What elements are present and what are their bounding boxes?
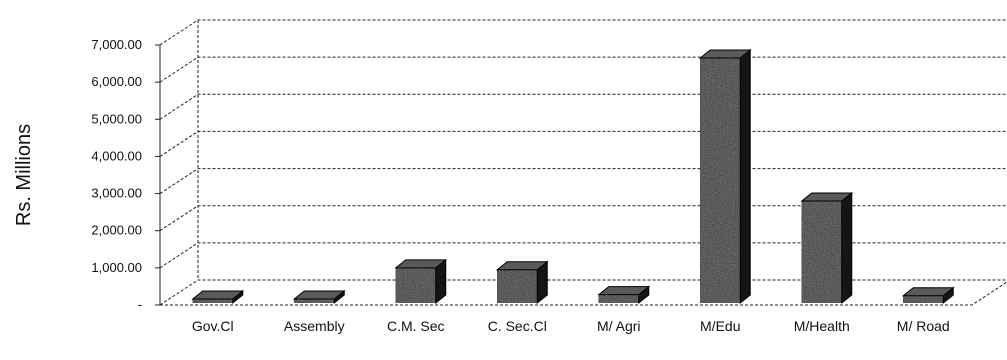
bar-front [293, 298, 335, 304]
x-category-label: Gov.Cl [192, 318, 234, 334]
y-tick-label: 3,000.00 [91, 186, 142, 201]
bar-front [902, 295, 944, 304]
x-category-label: M/Edu [700, 318, 740, 334]
bar-front [598, 294, 640, 304]
x-category-label: M/Health [794, 318, 850, 334]
x-category-label: M/ Road [897, 318, 950, 334]
y-tick-label: 7,000.00 [91, 37, 142, 52]
bar-front [699, 57, 741, 304]
bar [292, 289, 346, 305]
y-tick-label: 5,000.00 [91, 111, 142, 126]
floor-edge [160, 281, 1007, 306]
bar [800, 191, 854, 305]
gridline [159, 205, 1007, 232]
bar-top [901, 287, 955, 297]
bar-front [192, 298, 234, 304]
bar-side [841, 191, 853, 305]
x-category-label: Assembly [284, 318, 345, 334]
bar-top [698, 49, 752, 59]
bar [901, 286, 955, 305]
bar-side [739, 48, 751, 305]
bar [698, 48, 752, 305]
gridline [159, 19, 1007, 46]
bar [597, 285, 651, 305]
gridlines [159, 19, 1007, 306]
y-tick-label: 6,000.00 [91, 74, 142, 89]
x-axis-categories: Gov.Cl Assembly C.M. Sec C. Sec.Cl M/ Agri M/… [192, 318, 950, 334]
bar-top [191, 290, 245, 300]
gridline [159, 279, 1007, 306]
bar-front [395, 267, 437, 304]
x-category-label: C.M. Sec [387, 318, 445, 334]
bar-top [495, 261, 549, 271]
y-tick-label: 1,000.00 [91, 260, 142, 275]
bar [191, 289, 245, 305]
y-tick-label: 2,000.00 [91, 223, 142, 238]
bar-top [597, 286, 651, 296]
bar-front [496, 269, 538, 304]
y-tick-label: - [138, 297, 142, 312]
x-category-label: M/ Agri [597, 318, 641, 334]
gridline [159, 168, 1007, 194]
x-category-label: C. Sec.Cl [488, 318, 547, 334]
bar [495, 260, 549, 305]
y-axis-title: Rs. Millions [13, 124, 35, 226]
bar-front [801, 200, 843, 304]
y-tick-label: 4,000.00 [91, 148, 142, 163]
gridline [159, 56, 1007, 83]
bar-top [394, 259, 448, 269]
bar-top [800, 192, 854, 202]
bar-top [292, 290, 346, 300]
gridline [159, 242, 1007, 269]
y-axis-ticks: - 1,000.00 2,000.00 3,000.00 4,000.00 5,000.0… [91, 37, 160, 312]
bars [191, 48, 955, 305]
gridline [159, 130, 1007, 157]
bar [394, 258, 448, 305]
gridline [159, 93, 1007, 120]
